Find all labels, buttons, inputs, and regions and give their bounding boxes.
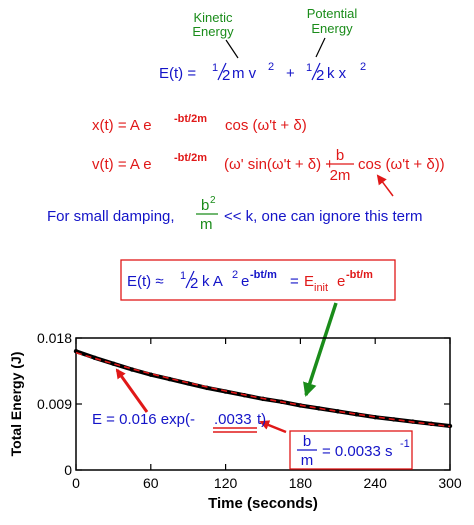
energy-equation: E(t) = 1 2 m v 2 + 1 2 k x 2 <box>159 61 366 84</box>
potential-pointer <box>315 37 326 58</box>
approx-e: e <box>241 273 249 290</box>
ratio-label: b m = 0.0033 s -1 <box>297 433 410 469</box>
damping-note-post: << k, one can ignore this term <box>224 208 422 225</box>
ratio-exp: -1 <box>400 438 410 450</box>
energy-plus: + <box>286 65 295 82</box>
x-tick-label: 300 <box>438 475 462 491</box>
fit-label-pre: E = 0.016 exp(- <box>92 411 195 428</box>
damping-note: For small damping, b 2 m << k, one can i… <box>47 195 422 233</box>
x-tick-label: 180 <box>289 475 313 491</box>
y-tick-label: 0.018 <box>37 330 72 346</box>
kinetic-label: Kinetic <box>193 10 233 25</box>
ratio-label-arrow <box>259 420 287 434</box>
velocity-frac-den: 2m <box>330 167 351 184</box>
y-axis: 0 0.009 0.018 <box>37 330 450 478</box>
velocity-frac-num: b <box>336 147 344 164</box>
damping-frac-num: b <box>201 197 209 214</box>
y-axis-label: Total Energy (J) <box>8 352 24 457</box>
potential-label-energy: Energy <box>311 21 353 36</box>
position-lhs: x(t) = A e <box>92 117 152 134</box>
x-tick-label: 120 <box>214 475 238 491</box>
y-tick-label: 0 <box>64 462 72 478</box>
energy-half2-num: 1 <box>306 62 312 74</box>
fit-label-post: t) <box>257 411 266 428</box>
energy-half2-den: 2 <box>316 67 324 84</box>
ratio-val: = 0.0033 s <box>322 443 392 460</box>
fit-line <box>75 351 451 428</box>
approx-rhs-sub: init <box>314 282 328 294</box>
velocity-mid: (ω' sin(ω't + δ) + <box>224 156 334 173</box>
energy-half2-slash <box>311 62 321 81</box>
position-rest: cos (ω't + δ) <box>225 117 307 134</box>
approx-half-slash <box>185 270 195 289</box>
approx-mid-exp: 2 <box>232 269 238 281</box>
energy-half1-den: 2 <box>222 67 230 84</box>
approx-eq: = <box>290 273 299 290</box>
energy-ke-exp: 2 <box>268 61 274 73</box>
position-equation: x(t) = A e -bt/2m cos (ω't + δ) <box>92 113 307 134</box>
approx-rhs-e: e <box>337 273 345 290</box>
measured-point <box>316 406 322 411</box>
x-tick-label: 60 <box>143 475 159 491</box>
approx-mid: k A <box>202 273 223 290</box>
measured-point <box>148 372 153 377</box>
ratio-den: m <box>301 452 314 469</box>
approx-half-den: 2 <box>190 275 198 292</box>
x-tick-label: 240 <box>364 475 388 491</box>
approx-lhs: E(t) ≈ <box>127 273 164 290</box>
velocity-lhs: v(t) = A e <box>92 156 152 173</box>
approx-box <box>120 259 396 301</box>
approx-rhs-exp: -bt/m <box>346 269 373 281</box>
x-tick-label: 0 <box>72 475 80 491</box>
x-axis: 0 60 120 180 240 300 <box>72 338 462 491</box>
approx-rhs: E <box>304 273 314 290</box>
damping-note-pre: For small damping, <box>47 208 175 225</box>
x-axis-label: Time (seconds) <box>208 495 318 512</box>
energy-lhs: E(t) = <box>159 65 196 82</box>
ratio-num: b <box>303 433 311 450</box>
measured-point <box>335 409 340 414</box>
approx-half-num: 1 <box>180 270 186 282</box>
velocity-exp: -bt/2m <box>174 152 207 164</box>
kinetic-label-energy: Energy <box>192 24 234 39</box>
energy-half1-slash <box>217 62 227 81</box>
velocity-rest: cos (ω't + δ)) <box>358 156 445 173</box>
energy-half1-num: 1 <box>212 62 218 74</box>
fit-label-coef: .0033 <box>214 411 252 428</box>
position-exp: -bt/2m <box>174 113 207 125</box>
fit-label-arrow <box>115 368 149 413</box>
energy-pe: k x <box>327 65 347 82</box>
energy-chart: 0 0.009 0.018 0 60 120 180 240 300 Time (second… <box>8 330 462 512</box>
y-tick-label: 0.009 <box>37 396 72 412</box>
damping-frac-den: m <box>200 216 213 233</box>
approx-equation: E(t) ≈ 1 2 k A 2 e -bt/m = E init e -bt/… <box>127 269 373 294</box>
velocity-equation: v(t) = A e -bt/2m (ω' sin(ω't + δ) + b 2… <box>92 147 445 184</box>
damping-frac-num-exp: 2 <box>210 195 216 206</box>
energy-ke: m v <box>232 65 257 82</box>
series-fit <box>75 351 451 428</box>
approx-to-curve-arrow <box>303 302 338 397</box>
approx-e-exp: -bt/m <box>250 269 277 281</box>
ignore-term-arrow <box>376 174 394 197</box>
kinetic-pointer <box>225 39 239 59</box>
fit-label: E = 0.016 exp(- .0033 t) <box>92 411 266 428</box>
energy-pe-exp: 2 <box>360 61 366 73</box>
measured-point <box>129 367 135 372</box>
potential-label: Potential <box>307 6 358 21</box>
measured-point <box>354 412 359 417</box>
